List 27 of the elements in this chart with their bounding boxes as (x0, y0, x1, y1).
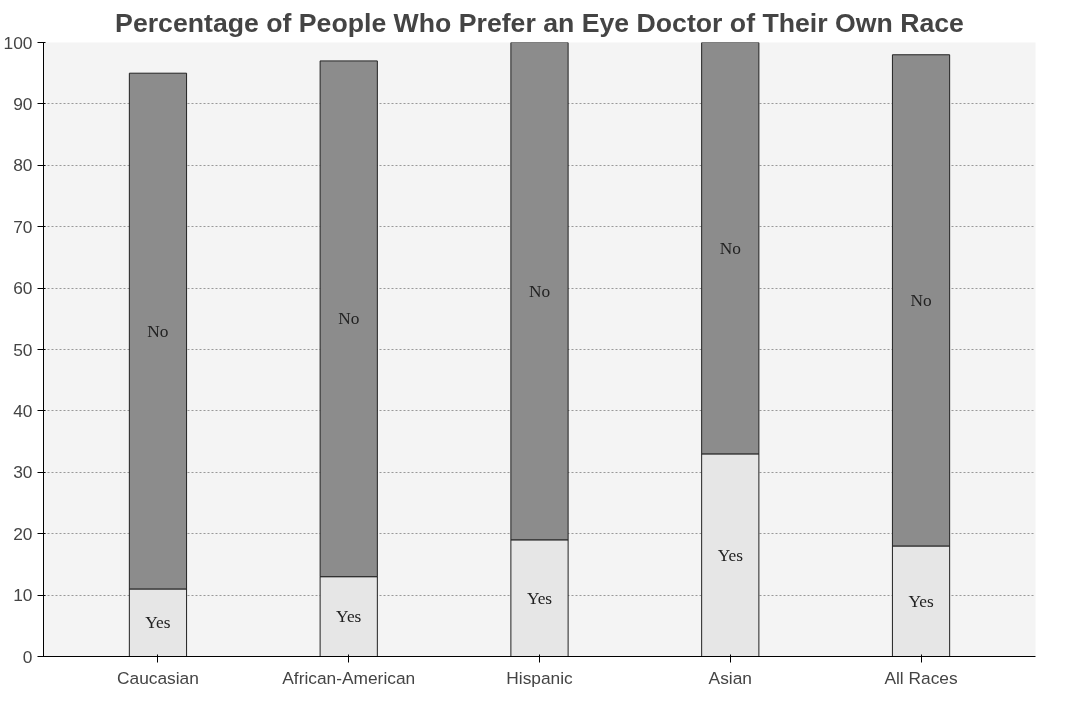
text: Yes (908, 591, 934, 611)
y-tick-label: 90 (13, 93, 33, 114)
y-tick-label: 30 (13, 462, 33, 483)
y-tick-label: 80 (13, 155, 33, 176)
y-tick-label: 40 (13, 400, 33, 421)
text: Yes (336, 607, 362, 627)
text: No (910, 290, 932, 310)
text: No (528, 281, 551, 301)
y-tick-label: 10 (13, 585, 33, 606)
x-tick-label: Asian (708, 667, 752, 688)
chart-title: Percentage of People Who Prefer an Eye Doctor of Their Own Race (115, 7, 964, 38)
y-tick-label: 60 (13, 278, 33, 299)
y-tick-label: 50 (13, 339, 33, 360)
series-label: No (719, 238, 741, 258)
x-tick-label: Hispanic (506, 667, 574, 688)
text: No (338, 309, 360, 329)
x-tick-label: Caucasian (117, 667, 199, 688)
y-tick-label: 70 (13, 216, 33, 237)
text: No (147, 321, 169, 341)
text: Yes (526, 588, 553, 608)
series-label: Yes (145, 613, 171, 633)
x-tick-label: African-American (282, 667, 416, 688)
text: Yes (717, 545, 743, 565)
y-tick-label: 0 (22, 646, 33, 667)
y-tick-label: 20 (13, 523, 33, 544)
x-tick-label: All Races (884, 667, 958, 688)
y-tick-label: 100 (3, 32, 33, 53)
